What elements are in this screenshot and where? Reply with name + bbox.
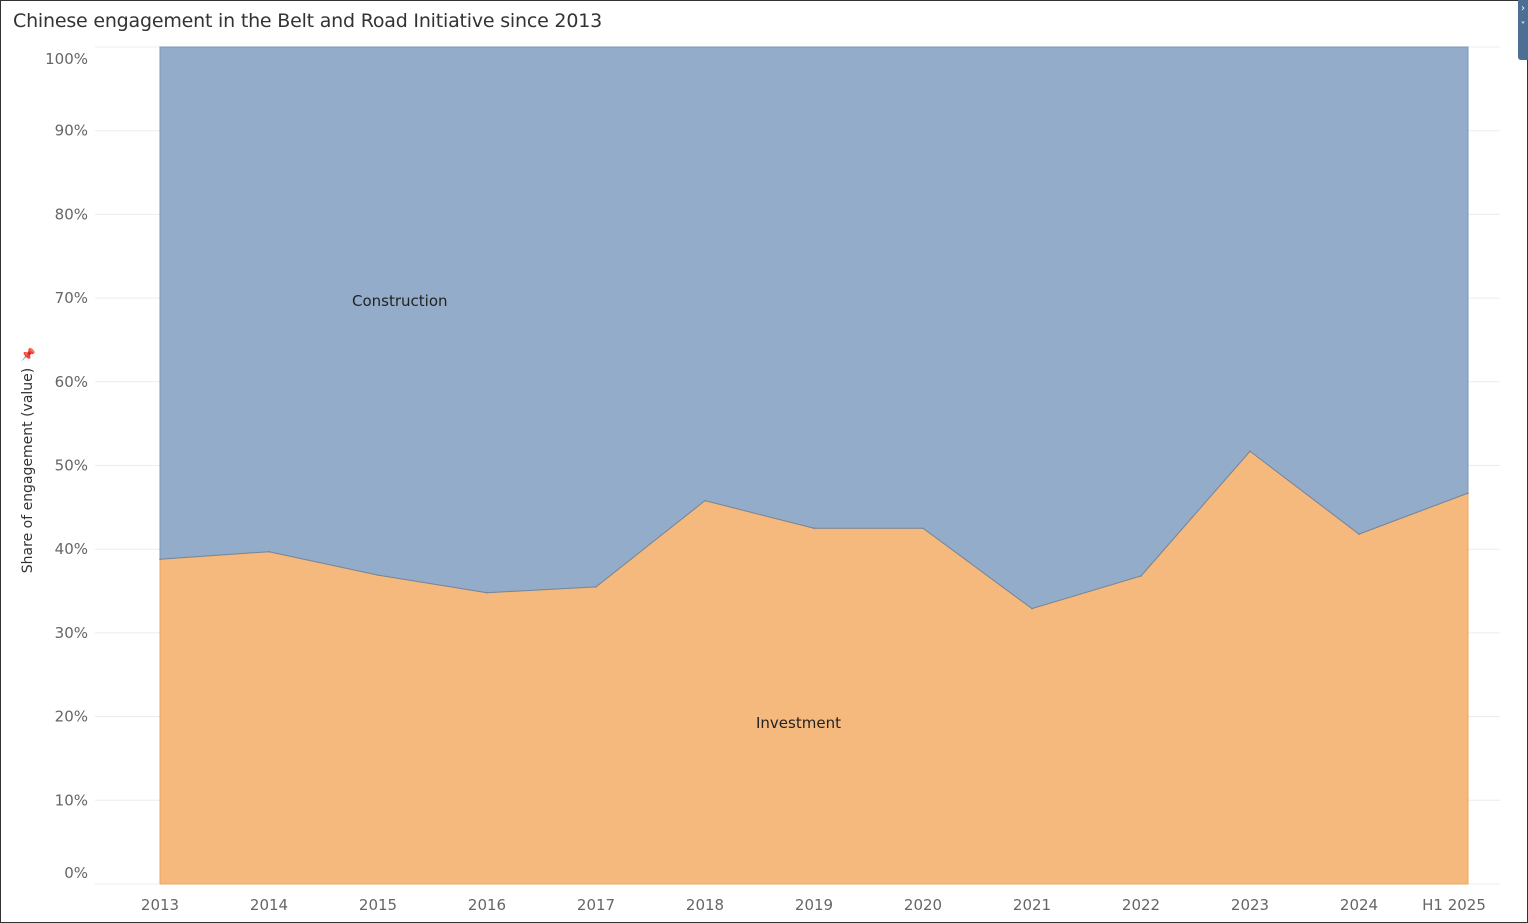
data-point-investment	[1249, 450, 1251, 453]
y-tick-label: 40%	[55, 540, 88, 558]
y-tick-label: 20%	[55, 708, 88, 726]
data-point-investment	[922, 527, 924, 530]
x-tick-label: 2015	[359, 896, 397, 914]
data-point-investment	[268, 550, 270, 553]
series-label-investment: Investment	[756, 714, 841, 732]
y-tick-label: 0%	[64, 864, 88, 882]
y-tick-label: 10%	[55, 791, 88, 809]
y-tick-label: 90%	[55, 122, 88, 140]
data-point-investment	[813, 527, 815, 530]
data-point-investment	[159, 558, 161, 561]
data-point-investment	[595, 586, 597, 588]
y-tick-label: 80%	[55, 205, 88, 223]
data-point-investment	[486, 591, 488, 594]
x-tick-label: 2023	[1231, 896, 1269, 914]
chart-title: Chinese engagement in the Belt and Road …	[13, 10, 602, 32]
x-tick-label: 2019	[795, 896, 833, 914]
chevron-right-icon[interactable]: ›	[1521, 3, 1525, 14]
x-tick-label: 2020	[904, 896, 942, 914]
x-tick-label: 2021	[1013, 896, 1051, 914]
series-label-construction: Construction	[352, 292, 448, 310]
data-point-investment	[704, 499, 706, 502]
x-tick-label: 2024	[1340, 896, 1378, 914]
y-tick-label: 100%	[45, 50, 88, 68]
y-tick-label: 70%	[55, 289, 88, 307]
x-tick-label: 2018	[686, 896, 724, 914]
x-tick-label: 2016	[468, 896, 506, 914]
y-tick-label: 60%	[55, 373, 88, 391]
x-tick-label: 2014	[250, 896, 288, 914]
data-point-investment	[1031, 607, 1033, 610]
data-point-investment	[377, 574, 379, 576]
side-panel-toggle[interactable]: › ˅	[1518, 0, 1528, 60]
data-point-investment	[1140, 575, 1142, 577]
data-point-investment	[1467, 492, 1469, 494]
x-tick-label: 2017	[577, 896, 615, 914]
y-tick-label: 30%	[55, 624, 88, 642]
x-tick-label: H1 2025	[1422, 896, 1486, 914]
x-tick-label: 2022	[1122, 896, 1160, 914]
chevron-down-icon[interactable]: ˅	[1520, 21, 1526, 32]
data-point-investment	[1358, 533, 1360, 535]
x-tick-label: 2013	[141, 896, 179, 914]
y-tick-label: 50%	[55, 457, 88, 475]
